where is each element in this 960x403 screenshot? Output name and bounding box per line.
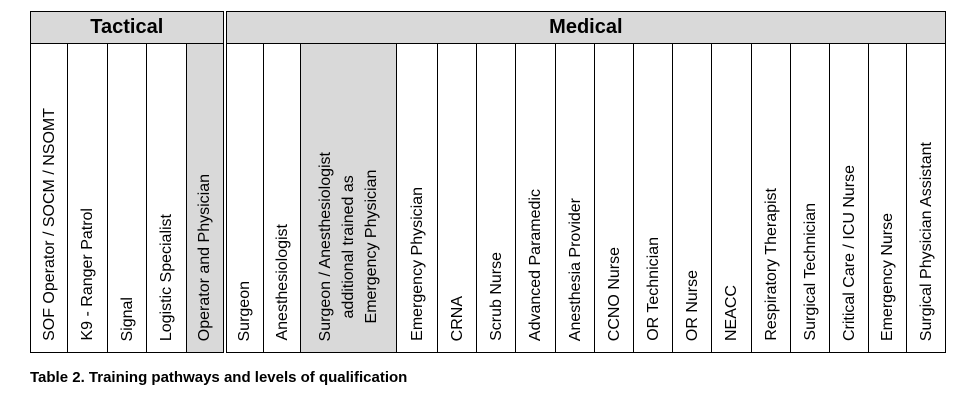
column-critical-care-icu-nurse: Critical Care / ICU Nurse [829,43,870,353]
column-label: Operator and Physician [196,173,214,341]
column-neacc: NEACC [711,43,753,353]
column-label-line: Surgeon / Anesthesiologist [317,151,335,341]
column-surgical-technician: Surgical Technician [790,43,831,353]
group-header-row: Tactical Medical [29,11,947,44]
column-ccno-nurse: CCNO Nurse [594,43,635,353]
column-label: Surgical Technician [801,203,819,341]
column-crna: CRNA [437,43,478,353]
column-surgeon: Surgeon [224,43,265,353]
column-label: Scrub Nurse [487,252,505,341]
column-logistic-specialist: Logistic Specialist [146,43,187,353]
column-label: OR Nurse [683,269,701,341]
column-label: CRNA [448,295,466,341]
column-label: Signal [118,296,136,341]
column-emergency-nurse: Emergency Nurse [868,43,908,353]
column-anesthesiologist: Anesthesiologist [263,43,302,353]
column-scrub-nurse: Scrub Nurse [476,43,517,353]
column-label: OR Technician [644,237,662,341]
column-k9-ranger-patrol: K9 - Ranger Patrol [67,43,108,353]
column-label: K9 - Ranger Patrol [79,208,96,341]
column-label: Anesthesia Provider [566,197,584,341]
group-header-tactical: Tactical [29,11,227,44]
column-sof-operator: SOF Operator / SOCM / NSOMT [30,43,68,353]
column-label-line: additional trained as [340,174,358,318]
column-label: Emergency Nurse [879,212,897,341]
column-label: Surgical Physician Assistant [917,141,935,341]
column-label: Logistic Specialist [158,213,175,341]
column-label: Emergency Physician [408,187,426,341]
column-label: Advanced Paramedic [527,188,545,341]
column-label: Critical Care / ICU Nurse [840,164,858,341]
column-emergency-physician: Emergency Physician [396,43,439,353]
column-label: Anesthesiologist [273,224,291,341]
column-label: Surgeon [236,280,254,342]
column-operator-and-physician: Operator and Physician [185,43,227,353]
group-header-medical: Medical [224,11,947,44]
column-label: NEACC [723,284,741,341]
column-advanced-paramedic: Advanced Paramedic [515,43,557,353]
table-caption: Table 2. Training pathways and levels of… [30,369,408,386]
column-label-multiline: Surgeon / Anesthesiologist additional tra… [314,148,383,347]
column-surgical-physician-assistant: Surgical Physician Assistant [906,43,947,353]
column-label: SOF Operator / SOCM / NSOMT [40,108,58,341]
column-or-nurse: OR Nurse [672,43,713,353]
column-label: Respiratory Therapist [762,188,780,341]
column-or-technician: OR Technician [633,43,674,353]
column-signal: Signal [107,43,147,353]
column-label-line: Emergency Physician [363,169,381,324]
column-respiratory-therapist: Respiratory Therapist [751,43,792,353]
qualification-table: Tactical Medical SOF Operator / SOCM / N… [29,11,947,353]
qualification-table-container: Tactical Medical SOF Operator / SOCM / N… [29,11,947,353]
column-header-row: SOF Operator / SOCM / NSOMT K9 - Ranger … [30,43,947,353]
column-label: CCNO Nurse [605,246,623,341]
column-surgeon-anesthesiologist-emergency: Surgeon / Anesthesiologist additional tra… [300,43,398,353]
column-anesthesia-provider: Anesthesia Provider [555,43,596,353]
